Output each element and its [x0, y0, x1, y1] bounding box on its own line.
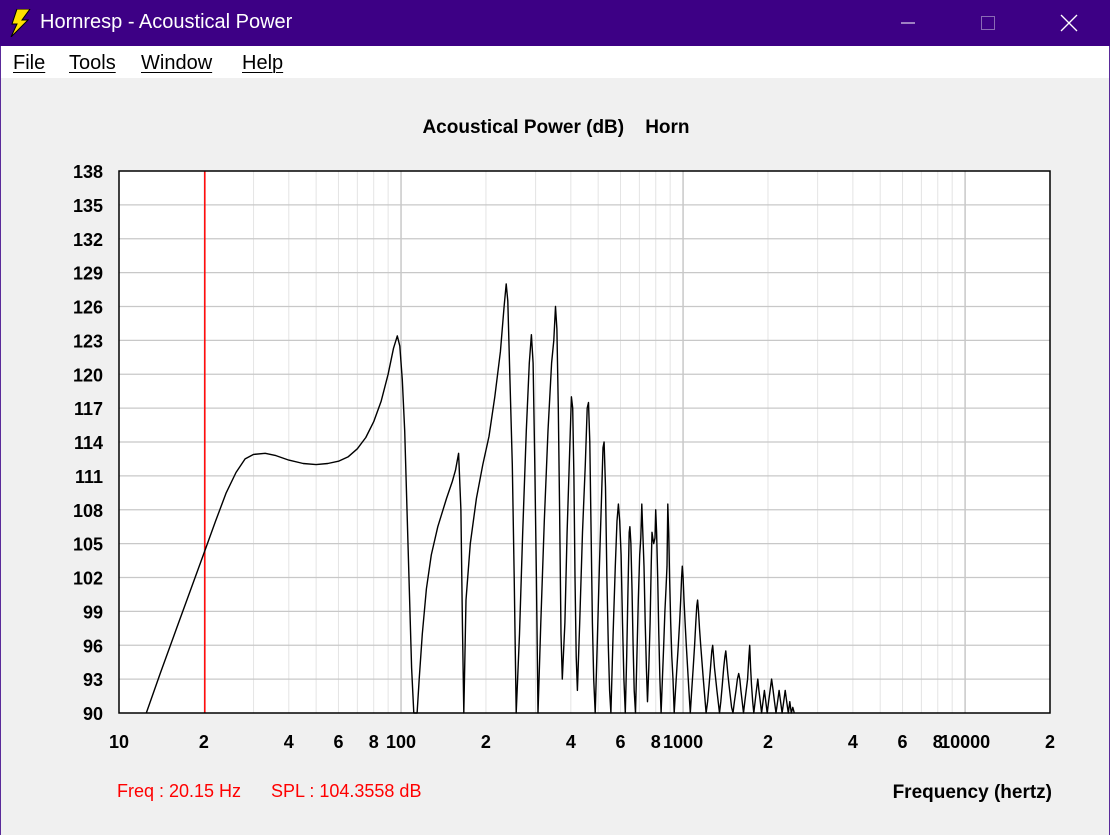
- x-tick-label: 8: [933, 732, 943, 752]
- x-axis-label: Frequency (hertz): [893, 782, 1052, 803]
- y-tick-label: 111: [75, 467, 103, 487]
- y-tick-label: 129: [73, 264, 103, 284]
- x-tick-label: 6: [615, 732, 625, 752]
- y-tick-label: 108: [73, 501, 103, 521]
- menu-window[interactable]: Window: [141, 52, 213, 74]
- y-tick-label: 135: [73, 196, 103, 216]
- y-tick-label: 126: [73, 298, 103, 318]
- plot-border: [118, 170, 1051, 714]
- readout-frequency: Freq : 20.15 Hz: [117, 781, 241, 801]
- y-tick-label: 90: [83, 704, 103, 724]
- x-tick-label: 10: [109, 732, 129, 752]
- x-tick-label: 4: [848, 732, 858, 752]
- y-tick-label: 105: [73, 535, 103, 555]
- x-tick-label: 8: [369, 732, 379, 752]
- maximize-icon: [981, 16, 995, 30]
- x-tick-label: 1000: [663, 732, 703, 752]
- title-bar: Hornresp - Acoustical Power: [0, 0, 1110, 46]
- x-tick-label: 2: [481, 732, 491, 752]
- y-tick-label: 120: [73, 365, 103, 385]
- y-tick-label: 138: [73, 162, 103, 182]
- x-tick-label: 8: [651, 732, 661, 752]
- y-tick-label: 93: [83, 670, 103, 690]
- acoustical-power-chart: Acoustical Power (dB) Horn 9093969910210…: [73, 117, 1055, 803]
- menu-file[interactable]: File: [13, 52, 46, 74]
- x-tick-label: 2: [199, 732, 209, 752]
- menu-tools[interactable]: Tools: [69, 52, 116, 74]
- y-axis-ticks: 90 93 96 99 102 105 108 111 114 117 120 123 126 129 13…: [73, 162, 103, 724]
- minimize-icon: [901, 22, 915, 24]
- x-tick-label: 4: [284, 732, 294, 752]
- y-tick-label: 117: [74, 399, 103, 419]
- close-button[interactable]: [1029, 0, 1109, 46]
- maximize-button[interactable]: [948, 0, 1028, 46]
- window-title: Hornresp - Acoustical Power: [40, 11, 293, 33]
- lightning-bolt-icon: [10, 9, 31, 37]
- y-tick-label: 102: [73, 569, 103, 589]
- x-tick-label: 100: [386, 732, 416, 752]
- x-tick-label: 2: [1045, 732, 1055, 752]
- readout-spl: SPL : 104.3558 dB: [271, 781, 421, 801]
- x-tick-label: 6: [898, 732, 908, 752]
- chart-title: Acoustical Power (dB) Horn: [422, 117, 689, 138]
- x-tick-label: 2: [763, 732, 773, 752]
- x-tick-label: 6: [333, 732, 343, 752]
- menu-bar: File Tools Window Help: [0, 46, 1110, 78]
- major-gridlines: [119, 171, 1050, 713]
- x-tick-label: 10000: [940, 732, 990, 752]
- y-tick-label: 132: [73, 230, 103, 250]
- minimize-button[interactable]: [868, 0, 948, 46]
- x-tick-label: 4: [566, 732, 576, 752]
- y-tick-label: 123: [73, 331, 103, 351]
- window-border-left: [0, 46, 1, 835]
- close-icon: [1060, 14, 1078, 32]
- y-tick-label: 114: [74, 433, 103, 453]
- series-line-acoustical-power: [145, 283, 795, 714]
- y-tick-label: 99: [83, 602, 103, 622]
- menu-help[interactable]: Help: [242, 52, 284, 74]
- y-tick-label: 96: [83, 636, 103, 656]
